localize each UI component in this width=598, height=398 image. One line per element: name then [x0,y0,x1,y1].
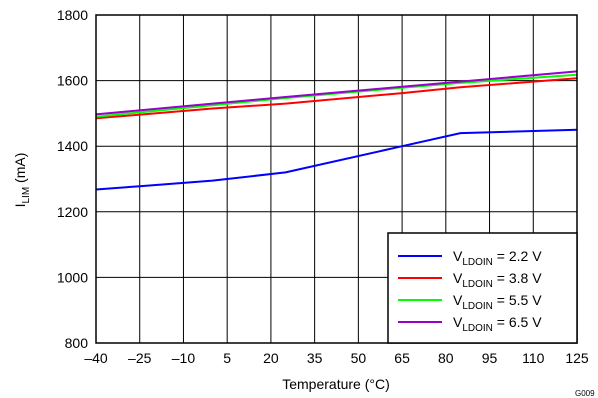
series-line-1 [95,128,578,191]
series-line-2 [95,77,578,120]
x-tick-label: 125 [565,350,589,366]
x-tick-label: 5 [223,350,231,366]
x-tick-label: 110 [522,350,545,366]
y-tick-label: 1600 [57,73,88,89]
x-tick-label: 65 [394,350,410,366]
y-tick-label: 1800 [57,7,88,23]
legend-label-4: VLDOIN = 6.5 V [453,314,542,334]
legend-box [387,232,578,344]
x-tick-label: –25 [128,350,152,366]
y-axis-title-sub: LIM [21,187,32,204]
y-axis-title: ILIM (mA) [12,153,32,208]
tick-labels: –40 –25 –10 5 20 35 50 65 80 95 110 125 800 1000 1200 1… [57,7,589,366]
series-line-4 [95,70,578,116]
x-tick-label: –40 [84,350,108,366]
y-tick-label: 1000 [57,269,88,285]
legend-label-1: VLDOIN = 2.2 V [453,248,542,268]
y-axis-title-suffix: (mA) [12,153,28,187]
legend-label-2: VLDOIN = 3.8 V [453,270,542,290]
x-axis-title: Temperature (°C) [282,376,390,392]
legend-label-3: VLDOIN = 5.5 V [453,292,542,312]
x-tick-label: 80 [438,350,454,366]
figure-id: G009 [575,389,595,398]
x-tick-label: 95 [482,350,498,366]
x-tick-label: –10 [172,350,196,366]
series-lines [95,70,578,191]
y-tick-label: 1400 [57,138,88,154]
x-tick-label: 20 [263,350,279,366]
y-axis-title-main: I [12,204,28,208]
x-tick-label: 35 [307,350,323,366]
x-tick-label: 50 [351,350,367,366]
y-tick-label: 1200 [57,204,88,220]
plot-area-frame [95,14,578,344]
y-tick-label: 800 [65,335,89,351]
